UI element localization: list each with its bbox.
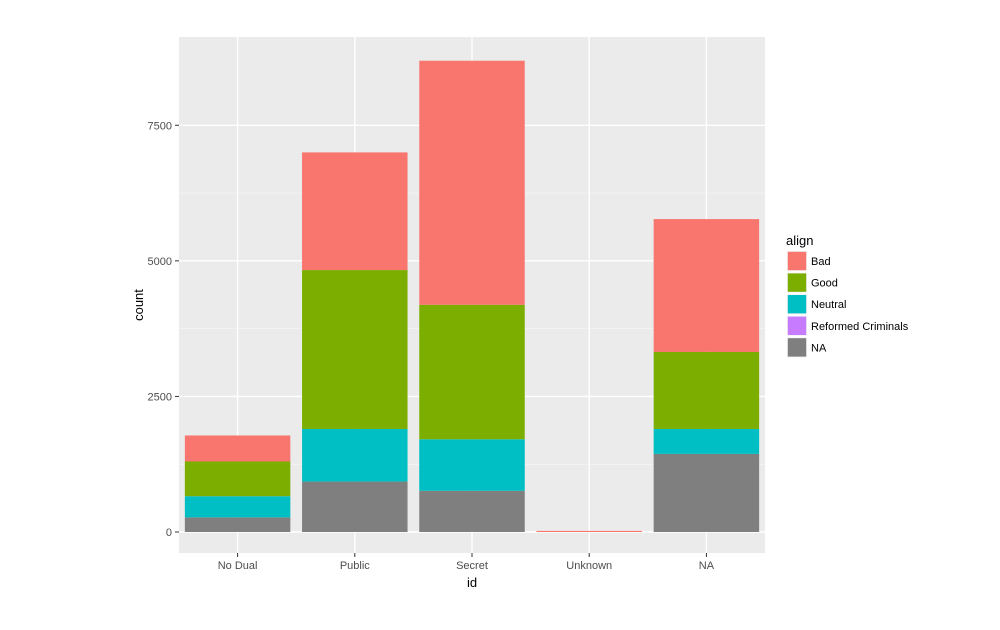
bar-na-neutral [653,428,760,454]
legend-label: Reformed Criminals [811,321,909,333]
bar-na-good [653,351,760,429]
bar-public-neutral [302,428,408,482]
y-axis-title: count [131,289,146,321]
bar-public-na [302,481,408,532]
x-tick-label: No Dual [218,560,258,572]
bar-public-bad [302,152,408,271]
legend-swatch-neutral [787,295,807,314]
bar-na-na [653,453,760,532]
y-axis: 0 2500 5000 7500 [148,120,179,539]
x-axis-title: id [467,575,477,590]
legend-swatch-good [787,273,807,292]
legend-label: Good [811,278,838,290]
bar-secret-na [419,490,525,532]
bar-secret-good [419,304,525,440]
legend-label: NA [811,342,827,354]
legend: align Bad Good Neutral Reformed Criminals NA [786,233,909,358]
legend-swatch-reformed-criminals [787,316,807,335]
legend-swatch-bad [787,251,807,271]
legend-swatch-na [787,338,807,357]
bar-secret-neutral [419,439,525,491]
bar-unknown-bad [536,530,642,532]
bar-no-dual-neutral [184,496,291,518]
x-tick-label: Secret [456,560,488,572]
bar-secret-bad [419,60,525,305]
y-tick-label: 0 [166,527,172,539]
legend-label: Neutral [811,299,846,311]
bars [184,60,760,532]
bar-no-dual-good [184,461,291,497]
x-tick-label: Public [340,560,370,572]
legend-title: align [786,233,813,248]
bar-public-good [302,270,408,429]
x-tick-label: Unknown [566,560,612,572]
x-tick-label: NA [699,560,715,572]
bar-na-bad [653,219,760,352]
bar-no-dual-na [184,517,291,532]
y-tick-label: 5000 [148,256,172,268]
bar-no-dual-bad [184,435,291,462]
legend-label: Bad [811,256,831,268]
x-axis: No Dual Public Secret Unknown NA [218,553,715,572]
y-tick-label: 2500 [148,391,172,403]
y-tick-label: 7500 [148,120,172,132]
